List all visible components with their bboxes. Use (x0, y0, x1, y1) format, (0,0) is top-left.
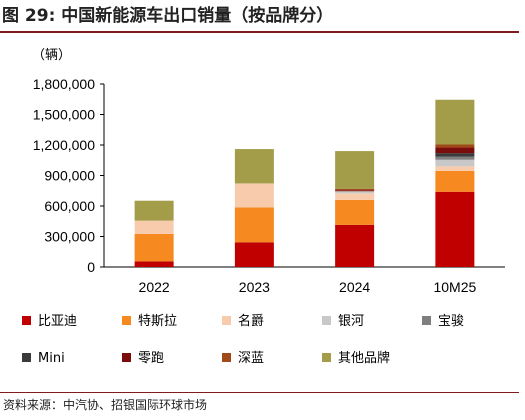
source-divider (0, 392, 519, 393)
bar-segment (435, 153, 475, 157)
legend-swatch (122, 316, 131, 325)
legend-label: 名爵 (238, 313, 264, 329)
bar-segment (134, 261, 174, 267)
bar-segment (435, 166, 475, 171)
legend-swatch (222, 316, 231, 325)
legend-swatch (422, 316, 431, 325)
bar-segment (234, 183, 274, 208)
chart-axes: 0 300,000 600,000 900,000 1,200,000 1,500,000… (33, 76, 505, 295)
bar-segment (134, 233, 174, 262)
bar-segment (435, 170, 475, 192)
figure-title: 图 29: 中国新能源车出口销量（按品牌分） (2, 6, 334, 26)
bar-segment (335, 191, 375, 194)
y-tick-label: 300,000 (44, 229, 95, 245)
legend-label: 零跑 (138, 351, 164, 366)
legend-swatch (122, 353, 131, 362)
bar-segment (435, 156, 475, 160)
bar-segment (435, 147, 475, 154)
y-tick-label: 900,000 (44, 168, 95, 184)
legend-label: 其他品牌 (338, 350, 390, 366)
bar-segment (134, 220, 174, 234)
bar-segment (335, 190, 375, 192)
bar-segment (234, 207, 274, 243)
legend-label: 宝骏 (438, 314, 464, 329)
y-tick-label: 0 (87, 259, 95, 275)
legend-swatch (322, 316, 331, 325)
legend-swatch (22, 316, 31, 325)
y-unit-label: （辆） (32, 48, 71, 63)
legend-label: 比亚迪 (38, 314, 77, 329)
y-tick-label: 600,000 (44, 198, 95, 214)
bar-segment (335, 193, 375, 200)
bar-segment (335, 188, 375, 191)
chart-legend: 比亚迪 特斯拉 名爵 银河 宝骏 Mini 零跑 深蓝 其他品牌 (22, 313, 464, 366)
legend-label: 银河 (338, 314, 364, 329)
legend-swatch (22, 353, 31, 362)
chart-bars (134, 99, 475, 267)
y-tick-label: 1,500,000 (33, 107, 95, 123)
bar-segment (435, 99, 475, 145)
x-tick-label: 10M25 (433, 279, 476, 295)
bar-segment (335, 199, 375, 225)
bar-segment (335, 224, 375, 267)
legend-swatch (222, 353, 231, 362)
legend-label: 深蓝 (238, 351, 264, 366)
bar-segment (435, 191, 475, 267)
x-tick-label: 2024 (339, 279, 370, 295)
bar-segment (435, 159, 475, 167)
bar-segment (134, 200, 174, 221)
legend-swatch (322, 353, 331, 362)
y-tick-label: 1,200,000 (33, 137, 95, 153)
title-divider (0, 31, 519, 33)
bar-segment (234, 149, 274, 184)
bar-segment (435, 144, 475, 148)
bar-segment (335, 151, 375, 189)
x-tick-label: 2022 (139, 279, 170, 295)
legend-label: 特斯拉 (138, 314, 177, 329)
x-tick-label: 2023 (239, 279, 270, 295)
source-note: 资料来源：中汽协、招银国际环球市场 (3, 398, 208, 412)
legend-label: Mini (38, 351, 65, 366)
y-tick-label: 1,800,000 (33, 76, 95, 92)
bar-segment (234, 242, 274, 267)
chart: （辆） 0 300,000 600,000 900,000 1,200,000 1,500… (22, 48, 505, 366)
